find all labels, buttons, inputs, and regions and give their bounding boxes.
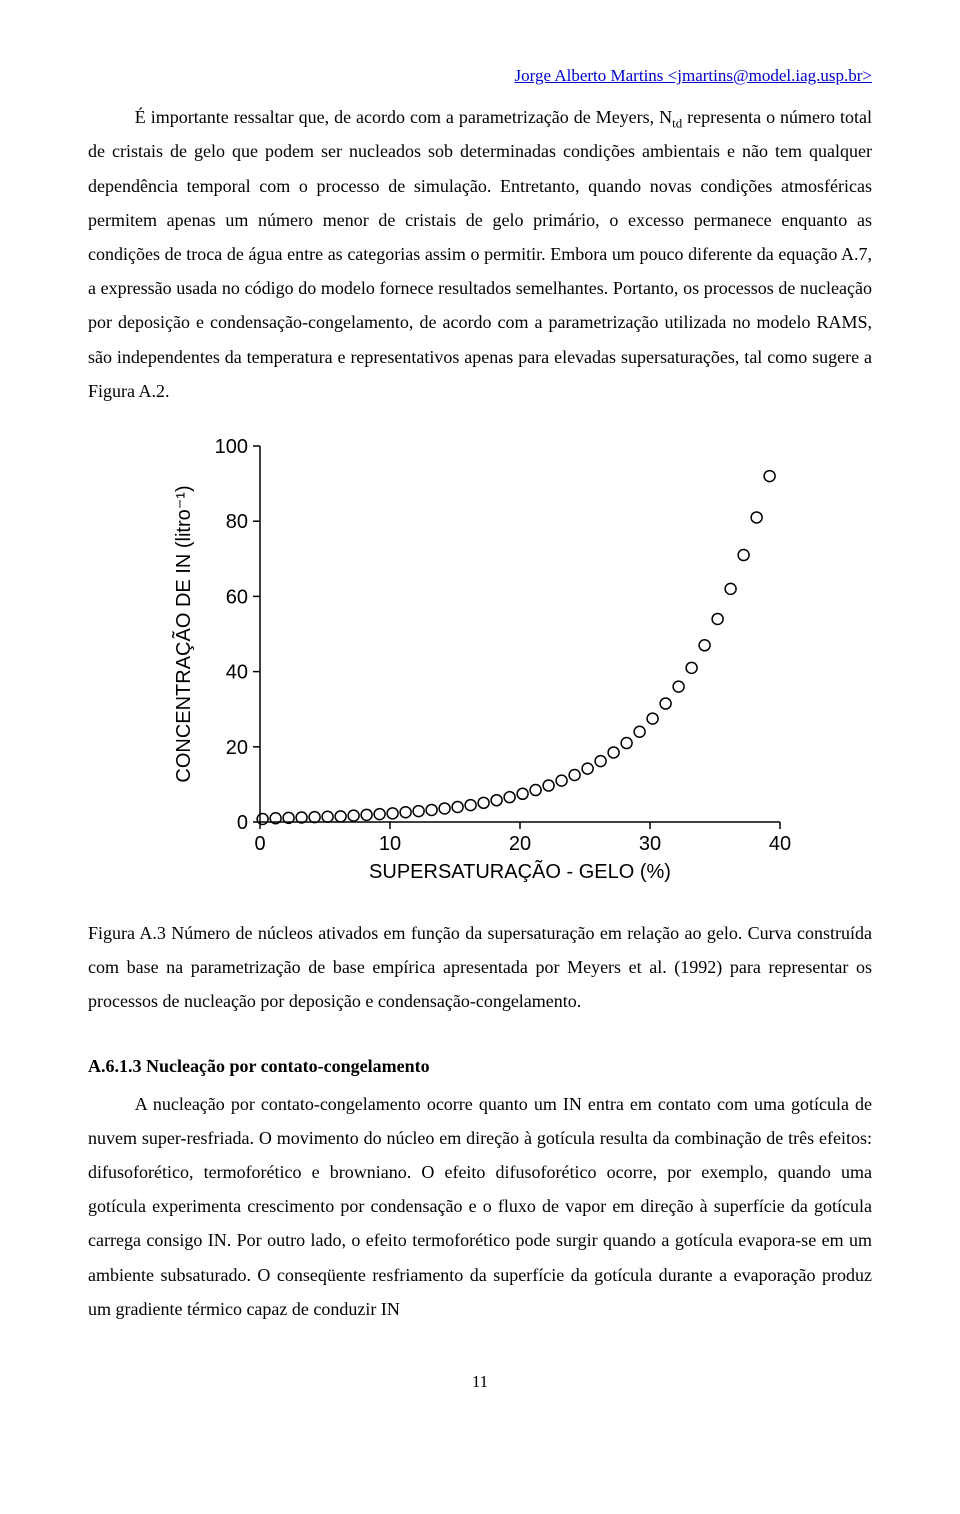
body-paragraph-1: É importante ressaltar que, de acordo co… [88,100,872,408]
svg-text:40: 40 [226,662,248,684]
header-link: Jorge Alberto Martins <jmartins@model.ia… [88,60,872,92]
svg-text:80: 80 [226,511,248,533]
svg-text:40: 40 [769,833,791,855]
body-paragraph-2: A nucleação por contato-congelamento oco… [88,1087,872,1326]
svg-text:CONCENTRAÇÃO DE IN (litro⁻¹): CONCENTRAÇÃO DE IN (litro⁻¹) [171,485,195,782]
svg-text:20: 20 [226,737,248,759]
p1-part-a: É importante ressaltar que, de acordo co… [135,107,672,127]
svg-text:100: 100 [215,436,248,458]
figure-a3-chart: 0 20 40 60 80 100 0 10 20 30 40 SUPERSATURAÇÃO - GE… [160,432,800,892]
figure-caption: Figura A.3 Número de núcleos ativados em… [88,916,872,1019]
svg-text:10: 10 [379,833,401,855]
svg-text:SUPERSATURAÇÃO - GELO (%): SUPERSATURAÇÃO - GELO (%) [369,859,671,883]
page-number: 11 [88,1366,872,1398]
chart-svg: 0 20 40 60 80 100 0 10 20 30 40 SUPERSATURAÇÃO - GE… [160,432,800,892]
p1-part-b: representa o número total de cristais de… [88,107,872,401]
section-heading: A.6.1.3 Nucleação por contato-congelamen… [88,1049,872,1083]
svg-text:20: 20 [509,833,531,855]
svg-text:0: 0 [237,812,248,834]
svg-text:30: 30 [639,833,661,855]
svg-text:0: 0 [254,833,265,855]
p1-subscript: td [672,116,682,131]
svg-text:60: 60 [226,586,248,608]
author-email-link[interactable]: Jorge Alberto Martins <jmartins@model.ia… [515,66,872,85]
